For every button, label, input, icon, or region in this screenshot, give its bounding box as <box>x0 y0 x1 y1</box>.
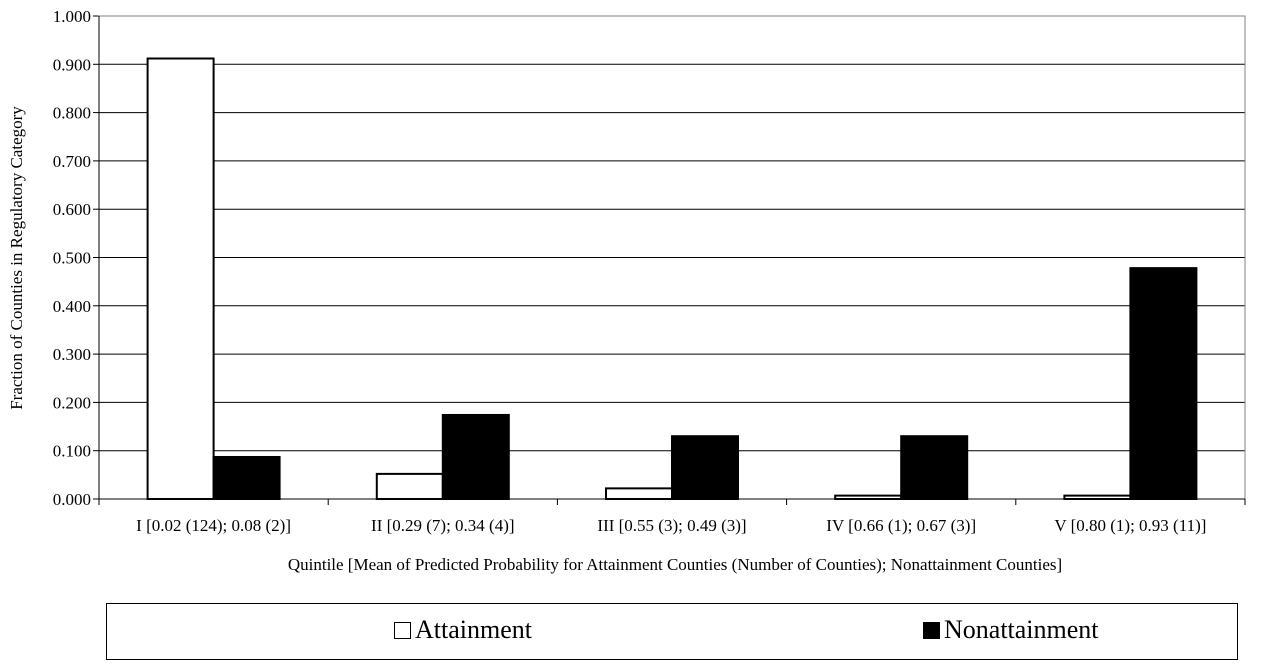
bar-nonattainment <box>441 413 510 501</box>
x-tick-label: II [0.29 (7); 0.34 (4)] <box>371 516 515 535</box>
x-tick-labels: I [0.02 (124); 0.08 (2)] II [0.29 (7); 0.… <box>136 516 1206 535</box>
bar-attainment <box>1063 494 1132 500</box>
bar-attainment <box>375 472 444 501</box>
bar-attainment <box>146 57 215 501</box>
y-tick-label: 0.100 <box>53 442 91 461</box>
legend: Attainment Nonattainment <box>106 603 1238 660</box>
y-tick-label: 0.600 <box>53 200 91 219</box>
y-tick-labels: 0.000 0.100 0.200 0.300 0.400 0.500 0.600 0.700… <box>53 7 91 509</box>
x-tick-label: V [0.80 (1); 0.93 (11)] <box>1054 516 1206 535</box>
x-tick-label: III [0.55 (3); 0.49 (3)] <box>597 516 746 535</box>
y-axis-label: Fraction of Counties in Regulatory Categ… <box>7 106 26 410</box>
legend-label-nonattainment: Nonattainment <box>944 615 1099 644</box>
bar-nonattainment <box>212 455 281 501</box>
bar-nonattainment <box>900 435 969 500</box>
x-tick-label: IV [0.66 (1); 0.67 (3)] <box>826 516 976 535</box>
y-tick-label: 0.000 <box>53 490 91 509</box>
y-tick-label: 0.500 <box>53 249 91 268</box>
bar-attainment <box>605 487 673 500</box>
bar-attainment <box>834 494 903 500</box>
x-tick-label: I [0.02 (124); 0.08 (2)] <box>136 516 291 535</box>
x-axis-label: Quintile [Mean of Predicted Probability … <box>288 555 1062 574</box>
legend-item-nonattainment: Nonattainment <box>923 615 1099 645</box>
y-tick-label: 0.800 <box>53 104 91 123</box>
y-tick-label: 0.700 <box>53 152 91 171</box>
y-tick-label: 1.000 <box>53 7 91 26</box>
legend-swatch-nonattainment <box>923 621 940 639</box>
legend-swatch-attainment <box>394 621 411 639</box>
bars <box>146 57 1198 501</box>
legend-item-attainment: Attainment <box>394 615 532 645</box>
axes <box>93 15 1246 505</box>
bar-nonattainment <box>671 435 739 500</box>
gridlines <box>99 15 1245 452</box>
y-tick-label: 0.200 <box>53 393 91 412</box>
bar-chart: 0.000 0.100 0.200 0.300 0.400 0.500 0.600 0.700… <box>7 7 1246 574</box>
legend-label-attainment: Attainment <box>415 615 532 644</box>
bar-nonattainment <box>1129 267 1198 500</box>
y-tick-label: 0.900 <box>53 55 91 74</box>
y-tick-label: 0.400 <box>53 297 91 316</box>
y-tick-label: 0.300 <box>53 345 91 364</box>
